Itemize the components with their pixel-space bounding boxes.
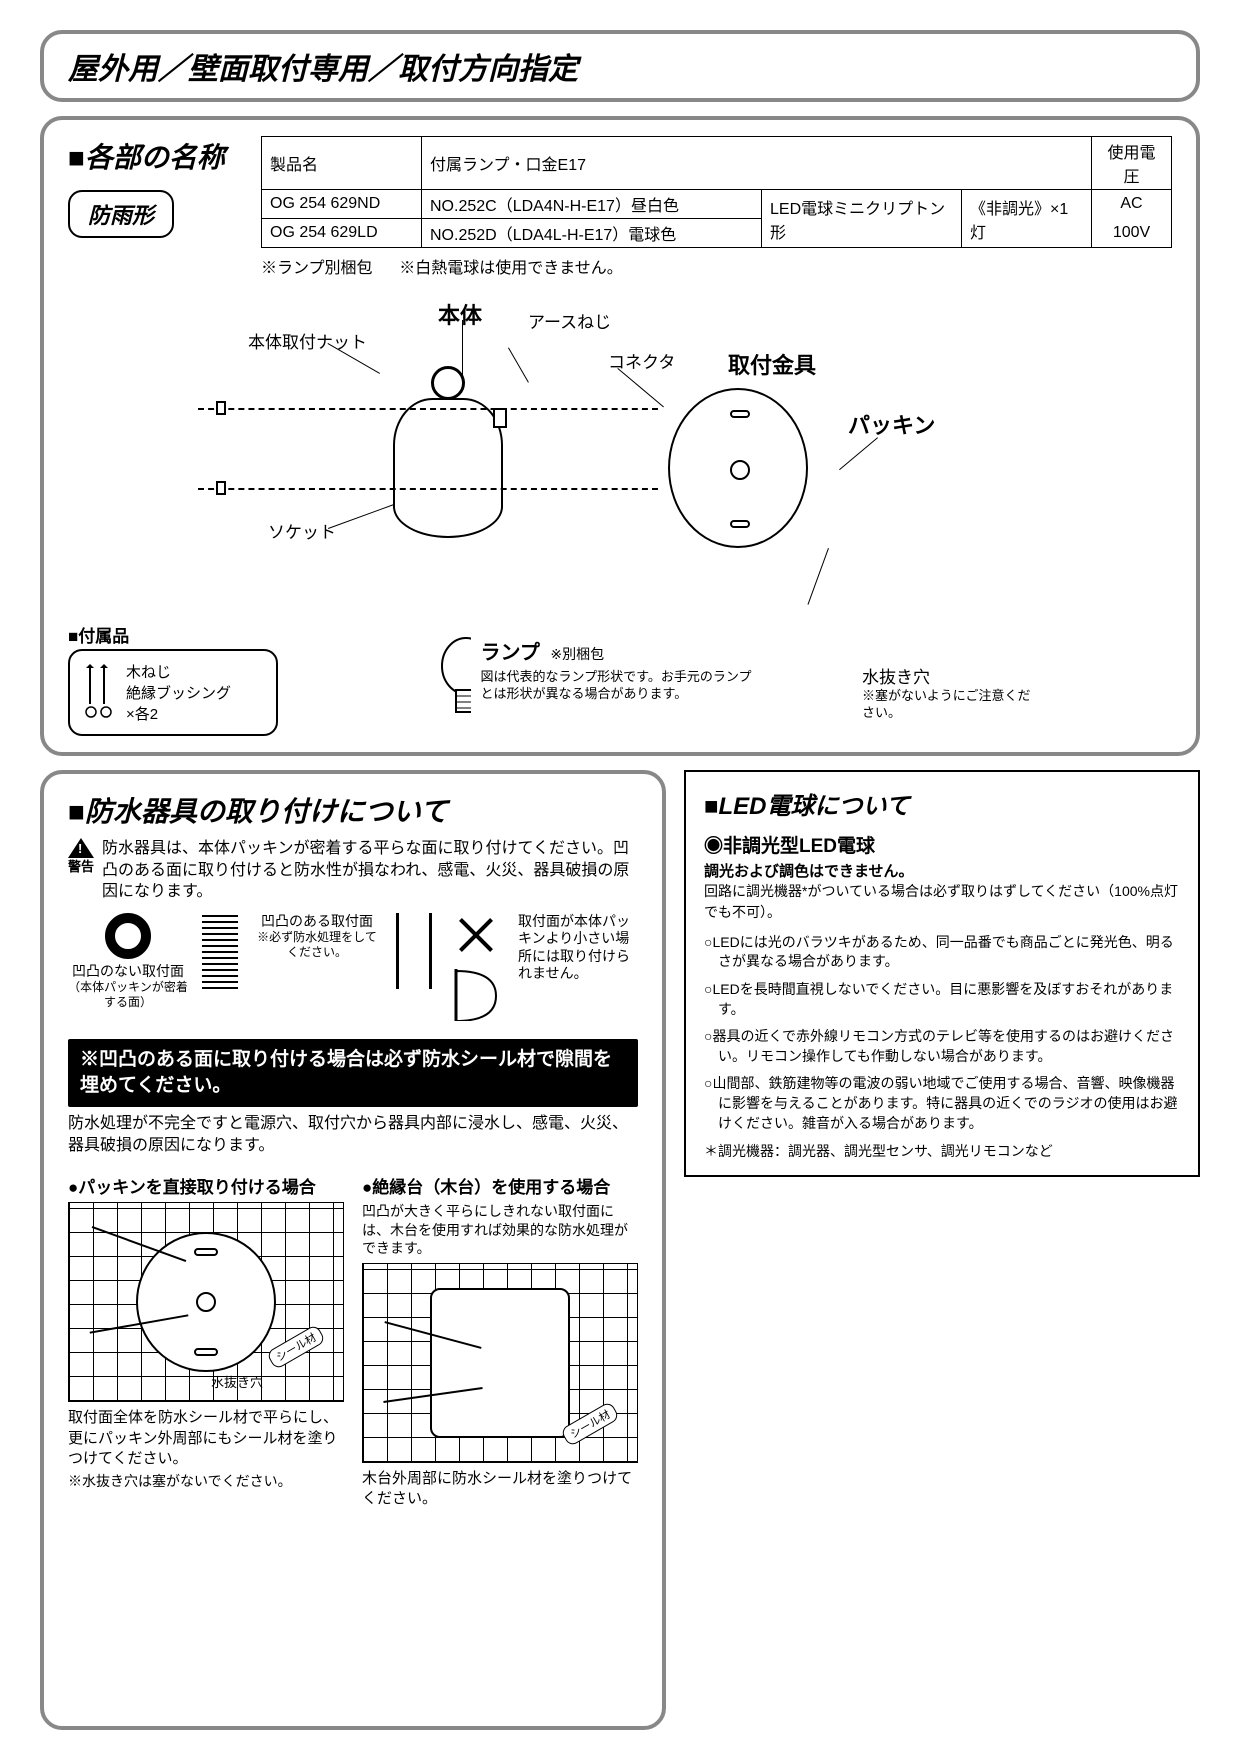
- case-a-note2: ※水抜き穴は塞がないでください。: [68, 1471, 344, 1491]
- table-notes: ※ランプ別梱包 ※白熱電球は使用できません。: [261, 254, 1172, 278]
- label-bracket: 取付金具: [728, 348, 816, 380]
- td-lamptype: LED電球ミニクリプトン形: [762, 190, 962, 248]
- case-b: ●絶縁台（木台）を使用する場合 凹凸が大きく平らにしきれない取付面には、木台を使…: [362, 1173, 638, 1509]
- lamp-block: ランプ ※別梱包 図は代表的なランプ形状です。お手元のランプとは形状が異なる場合…: [438, 636, 758, 722]
- rainproof-badge: 防雨形: [68, 190, 174, 238]
- fixture-body-art: [368, 368, 528, 578]
- led-heading: ■LED電球について: [704, 786, 1180, 821]
- surf-ok-s: （本体パッキンが密着する面）: [68, 980, 188, 1010]
- case-a-diagram: シール材 水抜き穴: [68, 1202, 344, 1402]
- section-heading-waterproof: ■防水器具の取り付けについて: [68, 790, 638, 830]
- case-b-diagram: シール材: [362, 1263, 638, 1463]
- td-volt-1: AC: [1092, 190, 1172, 219]
- black-band: ※凹凸のある面に取り付ける場合は必ず防水シール材で隙間を埋めてください。: [68, 1039, 638, 1106]
- acc-line2: 絶縁ブッシング: [126, 682, 231, 703]
- label-earth: アースねじ: [528, 308, 611, 333]
- label-socket: ソケット: [268, 518, 336, 543]
- lamp-title: ランプ: [481, 642, 540, 664]
- section-waterproof: ■防水器具の取り付けについて 警告 防水器具は、本体パッキンが密着する平らな面に…: [40, 770, 666, 1730]
- td-lampno-1: NO.252C（LDA4N-H-E17）昼白色: [422, 190, 762, 219]
- led-li4: ○山間部、鉄筋建物等の電波の弱い地域でご使用する場合、音響、映像機器に影響を与え…: [704, 1074, 1180, 1133]
- ok-icon: [105, 913, 151, 959]
- lamp-sub: ※別梱包: [550, 646, 604, 662]
- page-title: 屋外用／壁面取付専用／取付方向指定: [68, 44, 1172, 88]
- seal-tag-a: シール材: [266, 1324, 326, 1370]
- warning-label: 警告: [68, 860, 94, 874]
- drain-label-a: 水抜き穴: [211, 1372, 263, 1391]
- after-band-text: 防水処理が不完全ですと電源穴、取付穴から器具内部に浸水し、感電、火災、器具破損の…: [68, 1113, 638, 1158]
- td-lampno-2: NO.252D（LDA4L-H-E17）電球色: [422, 219, 762, 248]
- case-a-heading: ●パッキンを直接取り付ける場合: [68, 1173, 344, 1198]
- half-dome-icon: [446, 961, 502, 1021]
- section-led: ■LED電球について ◉非調光型LED電球 調光および調色はできません。 回路に…: [684, 770, 1200, 1177]
- acc-line1: 木ねじ: [126, 661, 231, 682]
- case-b-sub: 凹凸が大きく平らにしきれない取付面には、木台を使用すれば効果的な防水処理ができま…: [362, 1202, 638, 1257]
- acc-line3: ×各2: [126, 703, 231, 724]
- header-box: 屋外用／壁面取付専用／取付方向指定: [40, 30, 1200, 102]
- case-b-heading: ●絶縁台（木台）を使用する場合: [362, 1173, 638, 1198]
- led-li1: ○LEDには光のバラツキがあるため、同一品番でも商品ごとに発光色、明るさが異なる…: [704, 933, 1180, 972]
- td-dim: 《非調光》×1灯: [962, 190, 1092, 248]
- td-model-1: OG 254 629ND: [262, 190, 422, 219]
- x-icon: [454, 913, 498, 957]
- bracket-art: [668, 388, 808, 548]
- surf-rough-t: 凹凸のある取付面: [252, 913, 382, 931]
- label-packing: パッキン: [848, 408, 935, 440]
- case-a: ●パッキンを直接取り付ける場合 シール材 水抜き穴 取付面全体を防水: [68, 1173, 344, 1509]
- accessories-title: ■付属品: [68, 622, 278, 647]
- spec-table: 製品名 付属ランプ・口金E17 使用電圧 OG 254 629ND NO.252…: [261, 136, 1172, 248]
- note-no-incandescent: ※白熱電球は使用できません。: [399, 260, 623, 277]
- th-lamp: 付属ランプ・口金E17: [422, 137, 1092, 190]
- led-li2: ○LEDを長時間直視しないでください。目に悪影響を及ぼすおそれがあります。: [704, 980, 1180, 1019]
- bolt-line-1: [198, 408, 658, 410]
- led-sub: ◉非調光型LED電球: [704, 831, 1180, 858]
- accessories-box: ■付属品 木ねじ 絶縁ブッシング ×各2: [68, 622, 278, 736]
- led-p2: 回路に調光機器*がついている場合は必ず取りはずしてください（100%点灯でも不可…: [704, 883, 1178, 919]
- surf-ok-t: 凹凸のない取付面: [68, 963, 188, 981]
- section-parts: ■各部の名称 防雨形 製品名 付属ランプ・口金E17 使用電圧 OG 254 6…: [40, 116, 1200, 756]
- warning-icon: 警告: [68, 838, 94, 874]
- lamp-icon: [438, 636, 471, 722]
- flat-surface-icon: [202, 913, 238, 989]
- td-model-2: OG 254 629LD: [262, 219, 422, 248]
- th-model: 製品名: [262, 137, 422, 190]
- screw-icon: [82, 664, 116, 722]
- lamp-desc: 図は代表的なランプ形状です。お手元のランプとは形状が異なる場合があります。: [481, 669, 758, 703]
- warning-text: 防水器具は、本体パッキンが密着する平らな面に取り付けてください。凹凸のある面に取…: [102, 838, 638, 903]
- drain-block: 水抜き穴 ※塞がないようにご注意ください。: [862, 663, 1032, 722]
- section-heading-parts: ■各部の名称: [68, 136, 243, 176]
- drain-title: 水抜き穴: [862, 663, 1032, 688]
- led-li3: ○器具の近くで赤外線リモコン方式のテレビ等を使用するのはお避けください。リモコン…: [704, 1027, 1180, 1066]
- case-b-note: 木台外周部に防水シール材を塗りつけてください。: [362, 1469, 638, 1510]
- label-body: 本体: [438, 298, 482, 330]
- surf-bad-t: 取付面が本体パッキンより小さい場所には取り付けられません。: [518, 913, 638, 983]
- surf-rough-s: ※必ず防水処理をしてください。: [252, 930, 382, 960]
- td-volt-2: 100V: [1092, 219, 1172, 248]
- bolt-line-2: [198, 488, 658, 490]
- case-a-note: 取付面全体を防水シール材で平らにし、更にパッキン外周部にもシール材を塗りつけてく…: [68, 1408, 344, 1469]
- label-nut: 本体取付ナット: [248, 328, 367, 353]
- led-foot: ＊調光機器：調光器、調光型センサ、調光リモコンなど: [704, 1141, 1180, 1161]
- rough-surface-icon: [396, 913, 432, 989]
- th-volt: 使用電圧: [1092, 137, 1172, 190]
- note-lamp-pack: ※ランプ別梱包: [261, 260, 373, 277]
- led-p1: 調光および調色はできません。: [704, 863, 914, 880]
- drain-note: ※塞がないようにご注意ください。: [862, 688, 1032, 722]
